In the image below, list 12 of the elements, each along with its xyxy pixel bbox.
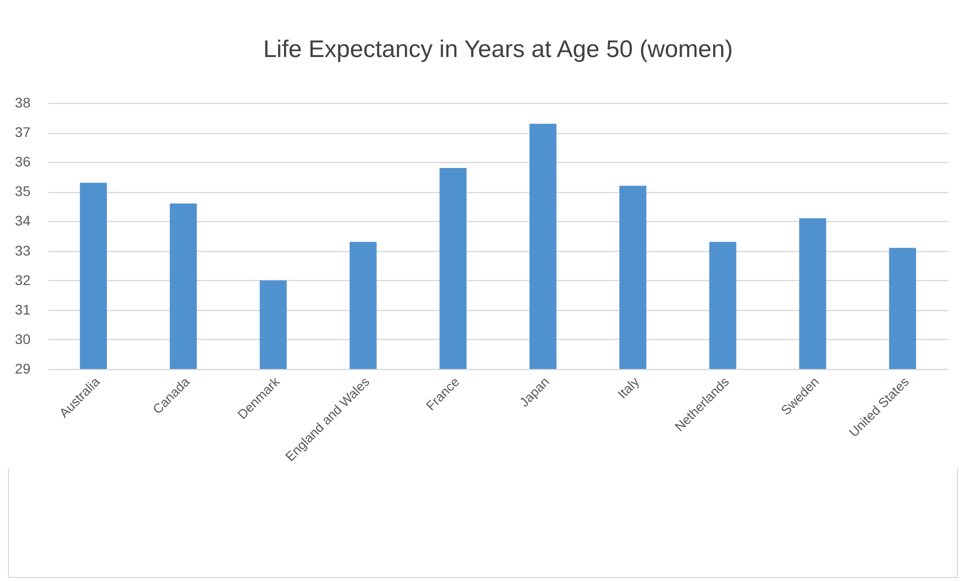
y-tick-label: 30	[14, 330, 31, 347]
y-tick-label: 35	[14, 183, 31, 200]
y-tick-label: 36	[14, 154, 31, 170]
chart-title: Life Expectancy in Years at Age 50 (women)	[263, 36, 733, 63]
y-tick-label: 29	[14, 360, 31, 376]
y-tick-label: 34	[14, 212, 31, 229]
y-tick-label: 38	[14, 94, 31, 110]
x-tick-label: Italy	[614, 374, 642, 402]
y-tick-label: 32	[14, 272, 31, 288]
y-tick-label: 37	[14, 124, 31, 140]
y-tick-label: 33	[14, 242, 31, 258]
y-tick-label: 31	[14, 301, 31, 318]
